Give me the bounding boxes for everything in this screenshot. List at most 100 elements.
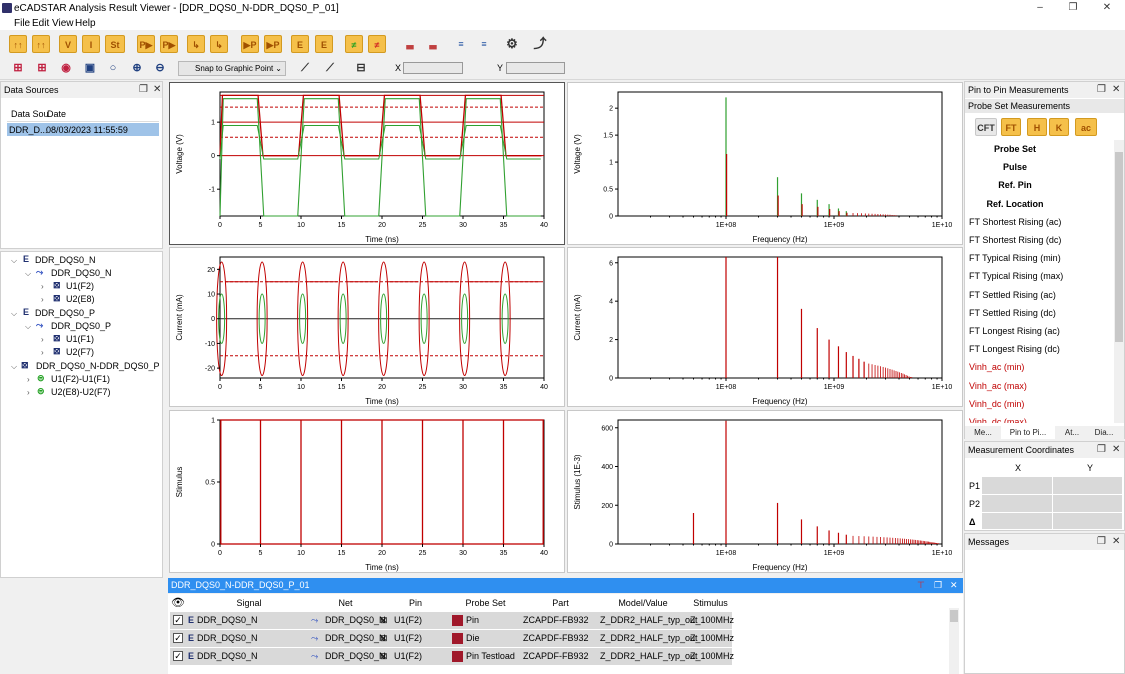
tree-item[interactable]: DDR_DQS0_P xyxy=(35,308,96,318)
tree-item[interactable]: U2(E8)-U2(F7) xyxy=(51,387,111,397)
dock-icon[interactable]: ❐ xyxy=(1097,84,1106,95)
tab-attributes[interactable]: At... xyxy=(1064,428,1080,437)
column-model-value[interactable]: Model/Value xyxy=(618,598,668,608)
chevron-down-icon[interactable]: ⌵ xyxy=(11,256,18,265)
maximize-button[interactable]: ❐ xyxy=(1068,2,1078,13)
close-icon[interactable]: ✕ xyxy=(1112,444,1121,455)
tree-item[interactable]: U1(F2)-U1(F1) xyxy=(51,374,111,384)
zoom-box-icon[interactable]: ○ xyxy=(109,62,117,74)
chart-layout-alt-icon[interactable]: ▃ xyxy=(429,39,437,49)
measurement-item[interactable]: Vinh_dc (min) xyxy=(969,398,1025,409)
minimize-button[interactable]: – xyxy=(1037,2,1043,13)
probe-right-icon[interactable]: ▶P xyxy=(241,35,259,53)
column-stimulus[interactable]: Stimulus xyxy=(693,598,728,608)
chevron-down-icon[interactable]: ⌵ xyxy=(11,309,18,318)
tree-item[interactable]: DDR_DQS0_P xyxy=(51,321,112,331)
tree-item[interactable]: DDR_DQS0_N xyxy=(51,268,112,278)
scrollbar-thumb[interactable] xyxy=(950,610,958,622)
probe-right-alt-icon[interactable]: ▶P xyxy=(264,35,282,53)
row-checkbox[interactable]: ✓ xyxy=(173,615,183,625)
grid-alt-icon[interactable]: ⊞ xyxy=(37,62,47,74)
column-header-source[interactable]: Data Sou xyxy=(11,109,49,119)
y-coord-field[interactable] xyxy=(506,62,565,74)
gear-icon[interactable]: ⚙ xyxy=(506,36,518,51)
tab-pin-to-pin[interactable]: Pin to Pi... xyxy=(1001,426,1055,439)
diff-pair-icon[interactable]: ≠ xyxy=(345,35,363,53)
measurement-item[interactable]: Vinh_ac (max) xyxy=(969,380,1027,391)
probe-color-swatch[interactable] xyxy=(452,633,463,644)
ruler-alt-icon[interactable]: ⟋ xyxy=(326,62,334,74)
measurement-item[interactable]: Vinh_ac (min) xyxy=(969,362,1025,373)
dock-icon[interactable]: ❐ xyxy=(1097,444,1106,455)
chevron-down-icon[interactable]: ⌵ xyxy=(25,322,32,331)
tab-diagrams[interactable]: Dia... xyxy=(1094,428,1114,437)
k-button[interactable]: K xyxy=(1049,118,1069,136)
tree-item[interactable]: U1(F1) xyxy=(66,334,95,344)
waveform-icon[interactable]: ↑↑ xyxy=(9,35,27,53)
measurement-item[interactable]: FT Settled Rising (ac) xyxy=(969,289,1056,300)
table-row[interactable]: ✓ E DDR_DQS0_N ⤳ DDR_DQS0_N ⊠ U1(F2) Die ZCAPDF-… xyxy=(170,630,734,647)
voltage-spectrum-chart[interactable]: 1E+08 1E+09 1E+10 Frequency (Hz) 0 0.5 1 1.5 2 Vo… xyxy=(567,82,963,245)
signal-e-alt-icon[interactable]: E xyxy=(315,35,333,53)
close-icon[interactable]: ✕ xyxy=(153,84,162,95)
signal-e-icon[interactable]: E xyxy=(291,35,309,53)
row-checkbox[interactable]: ✓ xyxy=(173,651,183,661)
close-icon[interactable]: ✕ xyxy=(1112,84,1121,95)
chart-layout-icon[interactable]: ▃ xyxy=(406,39,414,49)
column-header-date[interactable]: Date xyxy=(47,109,67,119)
hold-button[interactable]: H xyxy=(1027,118,1047,136)
table-row[interactable]: ✓ E DDR_DQS0_N ⤳ DDR_DQS0_N ⊠ U1(F2) Pin ZCAPDF-… xyxy=(170,612,734,629)
tree-item[interactable]: U2(F7) xyxy=(66,347,95,357)
ft-button[interactable]: FT xyxy=(1001,118,1021,136)
voltage-time-chart[interactable]: 0 5 10 15 20 25 30 35 40 Time (ns) -1 0 1 Voltage (V) xyxy=(169,82,565,245)
scrollbar-thumb[interactable] xyxy=(1115,152,1123,342)
column-signal[interactable]: Signal xyxy=(236,598,262,608)
zoom-in-icon[interactable]: ⊕ xyxy=(132,62,142,74)
tree-item[interactable]: DDR_DQS0_N-DDR_DQS0_P xyxy=(36,361,160,371)
grid-icon[interactable]: ⊞ xyxy=(13,62,23,74)
route-alt-icon[interactable]: ↳ xyxy=(210,35,228,53)
chevron-right-icon[interactable]: › xyxy=(27,388,30,397)
stack-alt-icon[interactable]: ≡ xyxy=(481,39,487,49)
probe-pin-icon[interactable]: P▶ xyxy=(137,35,155,53)
menu-edit[interactable]: Edit xyxy=(32,18,50,29)
column-pin[interactable]: Pin xyxy=(408,598,422,608)
waveform-alt-icon[interactable]: ↑↑ xyxy=(32,35,50,53)
column-probe-set[interactable]: Probe Set xyxy=(465,598,506,608)
zoom-out-icon[interactable]: ⊖ xyxy=(155,62,165,74)
chevron-right-icon[interactable]: › xyxy=(27,375,30,384)
close-icon[interactable]: ✕ xyxy=(1112,536,1121,547)
menu-help[interactable]: Help xyxy=(75,18,96,29)
scrollbar[interactable] xyxy=(1114,140,1124,423)
probe-color-swatch[interactable] xyxy=(452,615,463,626)
current-button[interactable]: I xyxy=(82,35,100,53)
tab-measurements[interactable]: Me... xyxy=(974,428,992,437)
row-checkbox[interactable]: ✓ xyxy=(173,633,183,643)
measurement-item[interactable]: FT Settled Rising (dc) xyxy=(969,307,1056,318)
data-source-row[interactable]: DDR_D... 08/03/2023 11:55:59 xyxy=(7,123,159,136)
stimulus-time-chart[interactable]: 0 5 10 15 20 25 30 35 40 Time (ns) 0 0.5 1 Stimulus xyxy=(169,410,565,573)
route-icon[interactable]: ↳ xyxy=(187,35,205,53)
probe-pin-alt-icon[interactable]: P▶ xyxy=(160,35,178,53)
menu-view[interactable]: View xyxy=(52,18,74,29)
dock-icon[interactable]: ❐ xyxy=(139,84,148,95)
menu-file[interactable]: File xyxy=(14,18,31,29)
chevron-right-icon[interactable]: › xyxy=(41,282,44,291)
close-button[interactable]: ✕ xyxy=(1102,2,1112,13)
chevron-right-icon[interactable]: › xyxy=(41,335,44,344)
tree-item[interactable]: U1(F2) xyxy=(66,281,95,291)
measurement-item[interactable]: Vinh_dc (max) xyxy=(969,417,1027,423)
eye-icon[interactable]: 👁 xyxy=(171,597,185,609)
stimulus-spectrum-chart[interactable]: 1E+08 1E+09 1E+10 Frequency (Hz) 0 200 400 600 S… xyxy=(567,410,963,573)
stimulus-button[interactable]: St xyxy=(105,35,125,53)
measurement-item[interactable]: FT Typical Rising (min) xyxy=(969,253,1061,264)
column-part[interactable]: Part xyxy=(552,598,569,608)
dock-icon[interactable]: ❐ xyxy=(1097,536,1106,547)
probe-color-swatch[interactable] xyxy=(452,651,463,662)
measurement-item[interactable]: FT Longest Rising (dc) xyxy=(969,344,1060,355)
measurement-item[interactable]: FT Shortest Rising (ac) xyxy=(969,216,1062,227)
snap-dropdown[interactable]: Snap to Graphic Point ⌄ xyxy=(178,61,286,76)
table-scrollbar[interactable] xyxy=(949,608,959,674)
x-coord-field[interactable] xyxy=(403,62,463,74)
voltage-button[interactable]: V xyxy=(59,35,77,53)
